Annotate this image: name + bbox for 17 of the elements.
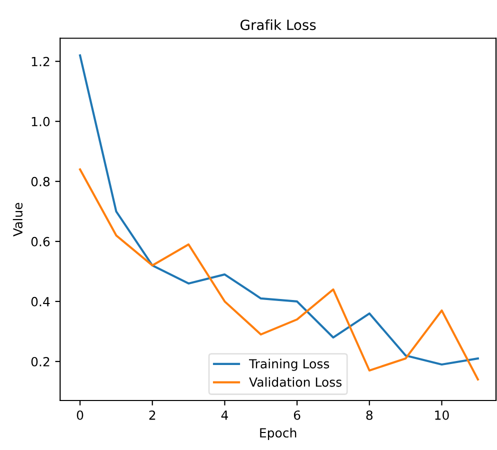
chart-title: Grafik Loss [240, 19, 316, 30]
x-tick-label: 6 [294, 410, 300, 420]
x-tick-label: 10 [435, 410, 449, 420]
x-tick-label: 0 [76, 410, 84, 420]
legend-label: Training Loss [248, 358, 330, 371]
x-tick-label: 2 [149, 410, 156, 420]
y-tick-label: 0.6 [31, 236, 50, 246]
x-axis-title: Epoch [260, 428, 296, 440]
x-tick-label: 8 [366, 410, 373, 420]
y-tick-label: 1.0 [32, 116, 50, 126]
x-tick-label: 4 [221, 410, 228, 420]
y-tick-label: 0.2 [31, 356, 50, 366]
y-tick-label: 1.2 [32, 56, 50, 66]
legend-label: Validation Loss [249, 377, 342, 387]
y-axis-title: Value [12, 202, 23, 236]
y-tick-label: 0.4 [31, 296, 50, 306]
y-tick-label: 0.8 [31, 176, 50, 186]
